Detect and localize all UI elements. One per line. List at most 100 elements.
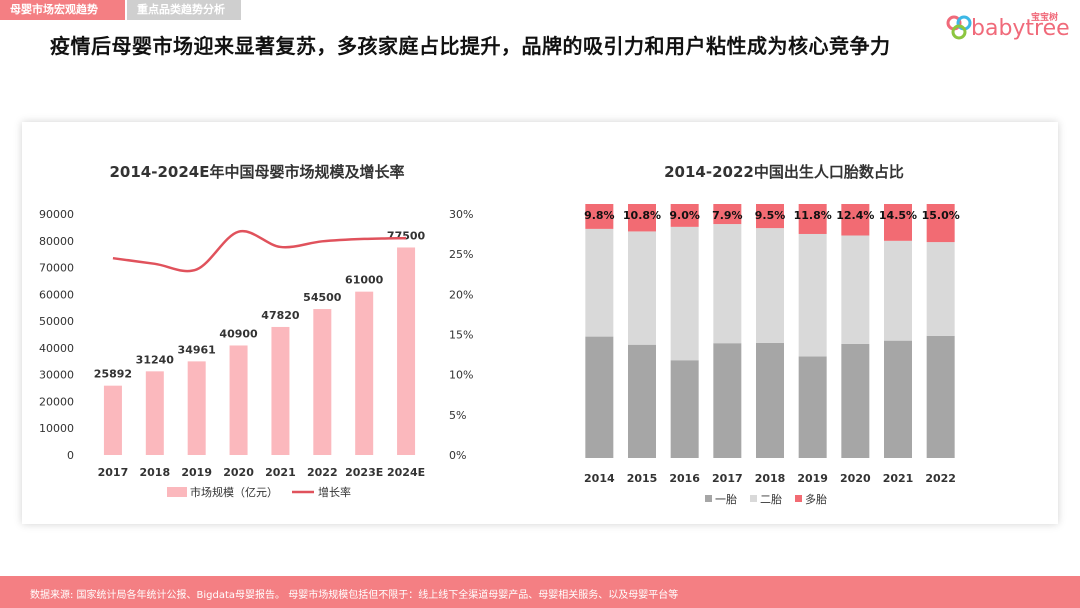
x-tick-label: 2020 [223,466,254,479]
legend-label-1: 一胎 [715,492,737,506]
multi-birth-pct-label: 12.4% [836,209,874,222]
charts-svg: 2014-2024E年中国母婴市场规模及增长率 2014-2022中国出生人口胎… [39,163,960,506]
bar-value-label: 25892 [94,368,132,381]
bar-value-label: 54500 [303,291,342,304]
market-size-bar [271,326,290,455]
x-tick-label: 2019 [181,466,212,479]
footer-bar: 数据来源: 国家统计局各年统计公报、Bigdata母婴报告。 母婴市场规模包括但… [0,576,1080,608]
x-tick-label: 2024E [387,466,425,479]
parity-segment-1 [926,335,955,458]
legend-label-3: 多胎 [805,492,827,506]
logo-wordmark: babytree [971,16,1070,41]
y-tick-label: 50000 [39,315,74,328]
parity-segment-1 [884,340,912,458]
market-size-bar [229,345,248,455]
growth-rate-line [112,229,407,273]
bar-value-label: 34961 [178,343,216,356]
y-tick-label: 10000 [39,422,74,435]
x-tick-label: 2016 [669,472,700,485]
logo-wordmark-text: babytree [971,16,1070,41]
bar-value-label: 47820 [261,309,300,322]
parity-segment-1 [585,336,614,458]
tab-category-trend[interactable]: 重点品类趋势分析 [127,0,241,20]
x-tick-label: 2023E [345,466,383,479]
bar-value-label: 61000 [345,274,384,287]
market-size-bar [355,291,374,455]
x-tick-label: 2022 [307,466,338,479]
page-headline: 疫情后母婴市场迎来显著复苏，多孩家庭占比提升，品牌的吸引力和用户粘性成为核心竞争… [50,34,891,58]
market-size-bar [187,361,206,455]
legend-growth-label: 增长率 [318,485,351,499]
parity-segment-1 [628,344,656,458]
legend-swatch-1 [705,495,712,502]
parity-segment-3 [628,204,656,232]
market-size-bar [103,385,122,455]
legend-swatch-3 [795,495,802,502]
parity-segment-2 [670,226,699,361]
birth-chart-title: 2014-2022中国出生人口胎数占比 [664,163,904,181]
market-size-bar [313,309,332,455]
y2-tick-label: 20% [449,288,473,301]
parity-segment-2 [798,233,827,357]
y2-tick-label: 0% [449,449,466,462]
parity-segment-1 [841,343,870,458]
x-tick-label: 2020 [840,472,871,485]
multi-birth-pct-label: 9.8% [584,209,615,222]
legend-swatch-2 [750,495,757,502]
legend-market-size-label: 市场规模（亿元） [190,485,278,499]
multi-birth-pct-label: 9.5% [755,209,786,222]
y2-tick-label: 5% [449,409,466,422]
y-tick-label: 80000 [39,235,74,248]
market-chart-title: 2014-2024E年中国母婴市场规模及增长率 [110,163,405,181]
data-source-note: 数据来源: 国家统计局各年统计公报、Bigdata母婴报告。 母婴市场规模包括但… [30,590,679,601]
parity-segment-3 [798,204,827,234]
parity-segment-2 [841,235,870,344]
parity-segment-1 [756,342,784,458]
bar-value-label: 40900 [219,327,258,340]
logo-cn-text: 宝宝树 [1030,13,1058,23]
y2-tick-label: 30% [449,208,473,221]
parity-segment-3 [884,204,912,241]
x-tick-label: 2022 [925,472,956,485]
multi-birth-pct-label: 7.9% [712,209,743,222]
x-tick-label: 2018 [140,466,171,479]
parity-segment-2 [926,242,955,336]
multi-birth-pct-label: 10.8% [623,209,661,222]
parity-segment-1 [713,343,742,458]
multi-birth-pct-label: 15.0% [922,209,960,222]
legend-market-size-swatch [167,487,187,497]
market-size-bar [397,247,416,455]
x-tick-label: 2017 [712,472,743,485]
multi-birth-pct-label: 9.0% [669,209,700,222]
parity-segment-2 [713,224,742,344]
x-tick-label: 2021 [883,472,914,485]
y2-tick-label: 10% [449,369,473,382]
parity-segment-3 [756,204,784,229]
x-tick-label: 2017 [98,466,129,479]
parity-segment-3 [585,204,614,229]
chart-card: 2014-2024E年中国母婴市场规模及增长率 2014-2022中国出生人口胎… [22,122,1058,524]
parity-segment-2 [884,240,912,341]
y-tick-label: 70000 [39,262,74,275]
y-tick-label: 60000 [39,288,74,301]
multi-birth-pct-label: 11.8% [794,209,832,222]
parity-segment-1 [798,356,827,458]
parity-segment-3 [713,204,742,225]
tab-market-macro-trend[interactable]: 母婴市场宏观趋势 [0,0,125,20]
x-tick-label: 2021 [265,466,296,479]
parity-segment-2 [756,228,784,343]
y-tick-label: 30000 [39,369,74,382]
top-tabs: 母婴市场宏观趋势 重点品类趋势分析 [0,0,241,20]
x-tick-label: 2018 [755,472,786,485]
parity-segment-1 [670,360,699,458]
x-tick-label: 2019 [797,472,828,485]
parity-segment-3 [670,204,699,227]
parity-segment-2 [628,231,656,345]
market-size-bar [145,371,164,455]
legend-label-2: 二胎 [760,492,782,506]
multi-birth-pct-label: 14.5% [879,209,917,222]
bar-value-label: 77500 [387,229,426,242]
x-tick-label: 2015 [627,472,658,485]
parity-segment-3 [841,204,870,236]
y-tick-label: 0 [67,449,74,462]
